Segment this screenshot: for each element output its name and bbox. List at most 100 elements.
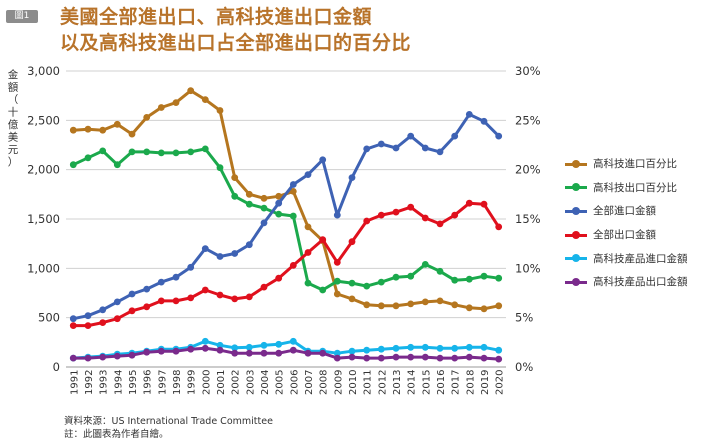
data-point: [245, 241, 253, 249]
data-point: [377, 354, 385, 362]
series-line: [73, 346, 499, 361]
data-point: [407, 132, 415, 140]
y-left-axis-label-char: 十: [8, 106, 19, 119]
y-left-tick-label: 0: [53, 360, 60, 374]
data-point: [407, 353, 415, 361]
data-point: [495, 274, 503, 282]
x-tick-label: 1997: [157, 370, 168, 395]
x-tick-label: 1992: [84, 370, 95, 395]
data-point: [157, 278, 165, 286]
data-point: [363, 354, 371, 362]
data-point: [84, 322, 92, 329]
data-point: [304, 223, 312, 231]
data-point: [495, 302, 503, 310]
x-tick-label: 2010: [348, 370, 359, 395]
data-point: [128, 290, 136, 298]
x-tick-label: 2004: [260, 370, 271, 395]
data-point: [143, 285, 151, 293]
data-point: [275, 340, 283, 348]
x-tick-label: 2005: [275, 370, 286, 395]
data-point: [187, 345, 195, 353]
x-tick-label: 1991: [69, 370, 80, 395]
y-left-tick-label: 2,500: [27, 113, 60, 127]
note-text: 註：此圖表為作者自繪。: [64, 429, 169, 440]
data-point: [348, 353, 356, 361]
data-point: [451, 211, 459, 219]
chart-title: 美國全部進出口、高科技進出口金額 以及高科技進出口占全部進出口的百分比: [60, 4, 411, 56]
data-point: [289, 188, 297, 195]
y-left-axis-label-char: 額: [8, 81, 19, 94]
source-text: 資料來源：US International Trade Committee: [64, 416, 273, 427]
data-point: [172, 347, 180, 355]
data-point: [333, 277, 341, 285]
data-point: [128, 351, 136, 359]
data-point: [275, 199, 283, 207]
data-point: [99, 353, 107, 361]
y-right-tick-label: 5%: [515, 311, 533, 325]
x-tick-label: 2017: [451, 370, 462, 395]
data-point: [128, 130, 136, 138]
data-point: [363, 145, 371, 153]
x-tick-label: 1993: [99, 370, 110, 395]
y-left-tick-label: 1,500: [27, 212, 60, 226]
data-point: [157, 297, 165, 305]
data-point: [421, 144, 429, 152]
data-point: [113, 298, 121, 306]
data-point: [245, 190, 253, 198]
x-tick-label: 2008: [319, 370, 330, 395]
legend-item: 全部出口金額: [565, 223, 705, 247]
series-line: [73, 201, 500, 328]
legend-item: 高科技產品出口金額: [565, 270, 705, 294]
y-left-tick-label: 3,000: [27, 64, 60, 78]
data-point: [319, 349, 327, 357]
data-point: [216, 291, 224, 299]
data-point: [421, 353, 429, 361]
data-point: [99, 147, 107, 155]
data-point: [348, 174, 356, 182]
data-point: [421, 298, 429, 306]
data-point: [495, 346, 503, 354]
data-point: [216, 253, 224, 260]
legend-label: 全部進口金額: [593, 205, 656, 218]
data-point: [363, 301, 371, 309]
data-point: [99, 126, 107, 134]
data-point: [143, 114, 151, 121]
data-point: [319, 286, 327, 294]
data-point: [480, 117, 488, 125]
data-point: [451, 276, 459, 284]
data-point: [451, 354, 459, 362]
data-point: [187, 87, 195, 95]
chart-legend: 高科技進口百分比 高科技出口百分比 全部進口金額 全部出口金額 高科技產品進口金額 高科技…: [565, 152, 705, 294]
data-point: [392, 353, 400, 361]
legend-item: 高科技產品進口金額: [565, 246, 705, 270]
data-point: [84, 125, 92, 133]
x-tick-label: 2003: [245, 370, 256, 395]
legend-label: 高科技產品進口金額: [593, 252, 688, 265]
data-point: [392, 273, 400, 281]
data-point: [245, 349, 253, 357]
x-tick-label: 2000: [201, 370, 212, 395]
x-tick-label: 1998: [172, 370, 183, 395]
data-point: [392, 144, 400, 152]
data-point: [407, 300, 415, 308]
data-point: [480, 343, 488, 351]
legend-swatch: [565, 230, 587, 240]
data-point: [260, 194, 268, 202]
y-right-tick-label: 20%: [515, 163, 541, 177]
data-point: [231, 174, 239, 182]
data-point: [84, 154, 92, 162]
data-point: [172, 99, 180, 106]
data-point: [201, 145, 209, 153]
data-point: [231, 349, 239, 357]
x-tick-label: 2018: [465, 370, 476, 395]
data-point: [333, 349, 341, 357]
x-tick-label: 2001: [216, 370, 227, 395]
data-point: [275, 349, 283, 357]
data-point: [113, 161, 121, 169]
data-point: [495, 223, 503, 231]
data-point: [172, 273, 180, 281]
data-point: [275, 210, 283, 218]
data-point: [216, 164, 224, 172]
legend-label: 高科技進口百分比: [593, 158, 677, 171]
data-point: [289, 337, 297, 345]
